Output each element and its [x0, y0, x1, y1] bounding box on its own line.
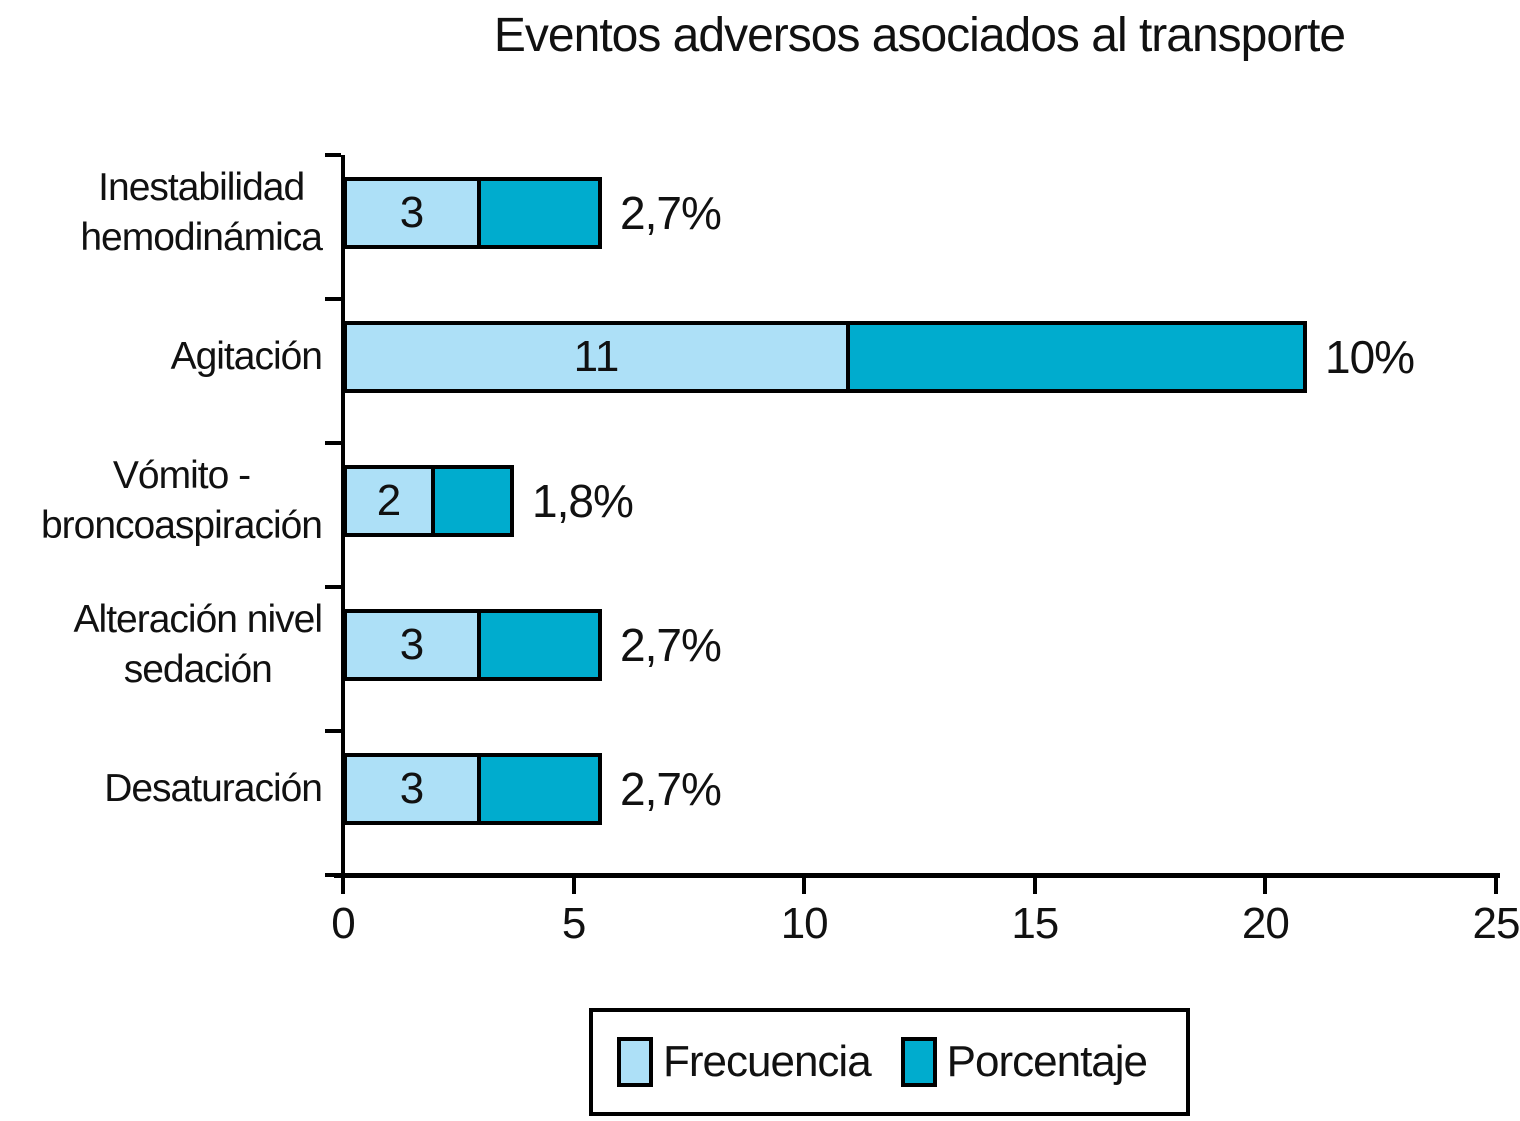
- category-label: Inestabilidad hemodinámica: [80, 166, 323, 259]
- frecuencia-swatch: [617, 1037, 653, 1087]
- category-label: Agitación: [170, 335, 323, 379]
- x-axis-tick-label: 25: [1472, 899, 1520, 948]
- percentage-label: 2,7%: [620, 619, 722, 671]
- frequency-value-label: 3: [399, 620, 425, 669]
- percentage-label: 10%: [1325, 331, 1415, 383]
- y-axis-tick: [325, 585, 341, 589]
- chart-title: Eventos adversos asociados al transporte: [493, 9, 1346, 62]
- x-axis-tick: [341, 878, 345, 894]
- x-axis-tick: [802, 878, 807, 894]
- bar-row: 11: [343, 321, 1307, 393]
- x-axis-tick: [1032, 878, 1037, 894]
- legend-label-frecuencia: Frecuencia: [663, 1037, 872, 1086]
- bar-row: 2: [343, 465, 514, 537]
- frecuencia-segment: 3: [343, 177, 481, 249]
- frecuencia-segment: 2: [343, 465, 435, 537]
- x-axis-tick: [1263, 878, 1268, 894]
- y-axis-tick: [325, 297, 341, 301]
- plot-area: 0 5 10 15 20 25 Inestabilidad hemodinámica 3 2,7…: [41, 153, 1520, 948]
- porcentaje-segment: [477, 753, 602, 825]
- bar-row: 3: [343, 177, 602, 249]
- x-axis-tick-label: 20: [1241, 899, 1290, 948]
- frecuencia-segment: 11: [343, 321, 850, 393]
- frecuencia-segment: 3: [343, 753, 481, 825]
- legend-item-porcentaje: Porcentaje: [900, 1037, 1148, 1087]
- y-axis-tick: [325, 873, 341, 877]
- porcentaje-swatch: [900, 1037, 937, 1087]
- category-label: Desaturación: [104, 767, 323, 811]
- porcentaje-segment: [846, 321, 1307, 393]
- bar-row: 3: [343, 753, 602, 825]
- legend-label-porcentaje: Porcentaje: [946, 1037, 1148, 1086]
- porcentaje-segment: [477, 609, 602, 681]
- x-axis-tick: [1494, 878, 1498, 894]
- category-label: Alteración nivel sedación: [73, 598, 323, 691]
- x-axis-tick-label: 10: [780, 899, 829, 948]
- frequency-value-label: 3: [399, 188, 425, 237]
- frequency-value-label: 3: [399, 764, 425, 813]
- y-axis-tick: [325, 441, 341, 445]
- x-axis-tick-label: 15: [1011, 899, 1059, 948]
- legend-item-frecuencia: Frecuencia: [617, 1037, 872, 1087]
- y-axis-tick: [325, 153, 341, 157]
- percentage-label: 2,7%: [620, 187, 722, 239]
- frecuencia-segment: 3: [343, 609, 481, 681]
- category-label: Vómito - broncoaspiración: [40, 454, 323, 547]
- x-axis-tick-label: 0: [331, 899, 356, 948]
- legend: Frecuencia Porcentaje: [589, 1008, 1190, 1116]
- porcentaje-segment: [431, 465, 514, 537]
- x-axis-tick: [571, 878, 576, 894]
- x-axis-line: [334, 873, 1500, 878]
- y-axis-tick: [325, 729, 341, 733]
- porcentaje-segment: [477, 177, 602, 249]
- frequency-value-label: 2: [376, 476, 402, 525]
- x-axis-tick-label: 5: [561, 899, 587, 948]
- frequency-value-label: 11: [573, 332, 620, 381]
- percentage-label: 2,7%: [620, 763, 722, 815]
- percentage-label: 1,8%: [532, 475, 634, 527]
- bar-row: 3: [343, 609, 602, 681]
